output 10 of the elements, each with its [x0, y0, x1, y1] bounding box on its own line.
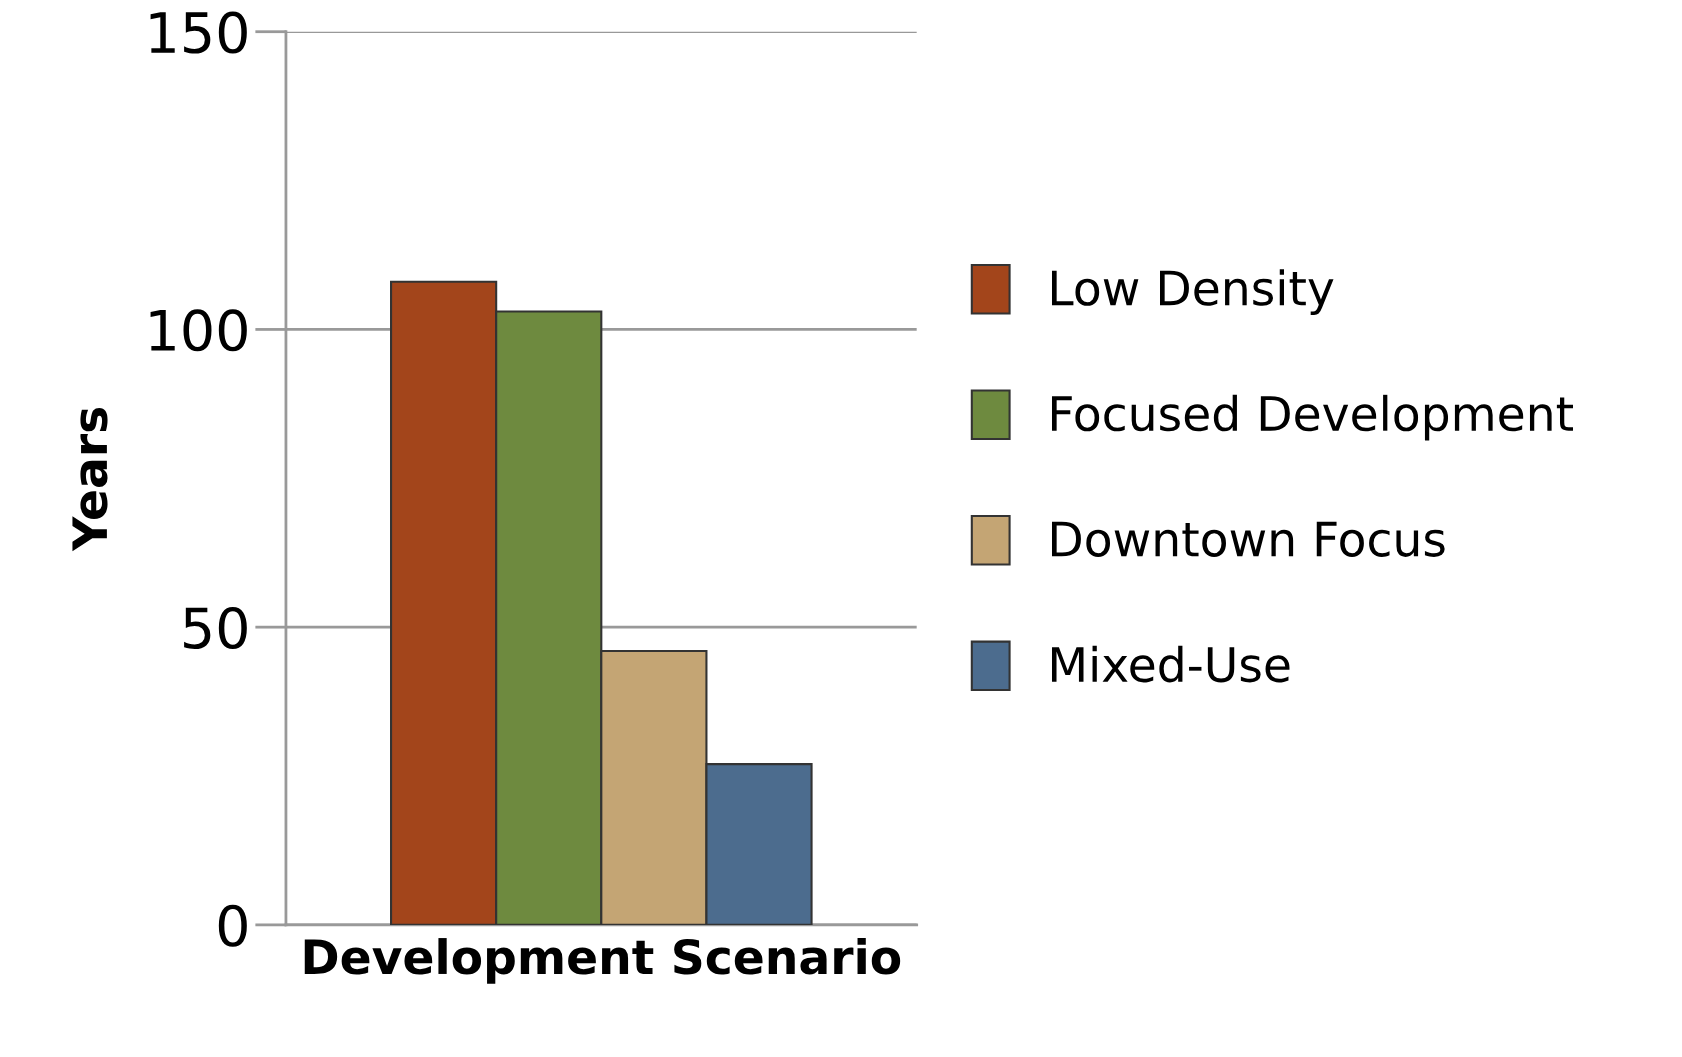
- y-tick-label: 0: [218, 904, 247, 947]
- y-tick-label: 50: [184, 607, 247, 650]
- legend-label: Mixed-Use: [1051, 645, 1290, 683]
- y-tick-label: 150: [150, 11, 247, 54]
- legend-label: Downtown Focus: [1051, 521, 1445, 557]
- y-axis-title: Years: [72, 407, 108, 552]
- legend-label: Low Density: [1051, 269, 1334, 315]
- x-axis-title: Development Scenario: [304, 938, 901, 984]
- y-tick-label: 100: [150, 309, 247, 352]
- legend-label: Focused Development: [1051, 394, 1573, 441]
